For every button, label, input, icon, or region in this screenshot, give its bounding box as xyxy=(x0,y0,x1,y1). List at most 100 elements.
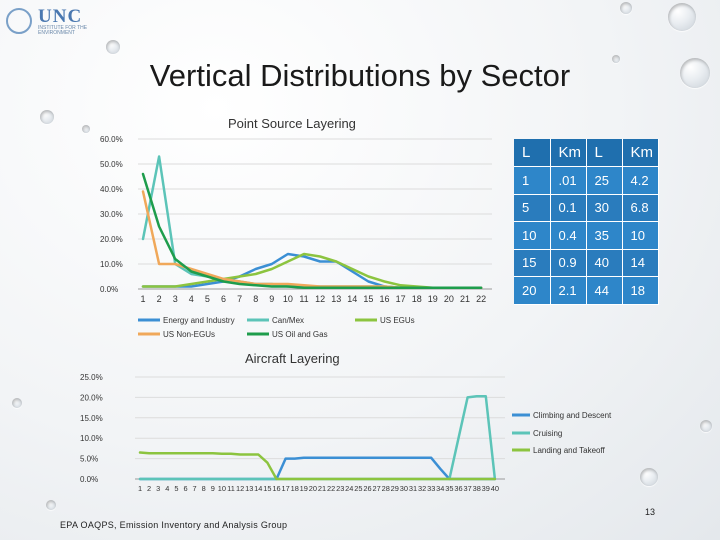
x-tick-label: 29 xyxy=(391,484,399,493)
y-tick-label: 0.0% xyxy=(80,475,98,484)
x-tick-label: 18 xyxy=(291,484,299,493)
x-tick-label: 22 xyxy=(476,294,486,304)
chart2-title: Aircraft Layering xyxy=(245,351,340,366)
table-row: 5 0.1 30 6.8 xyxy=(514,194,659,222)
table-row: 15 0.9 40 14 xyxy=(514,249,659,277)
y-tick-label: 30.0% xyxy=(100,210,123,219)
x-tick-label: 12 xyxy=(236,484,244,493)
decorative-droplet xyxy=(620,2,632,14)
x-tick-label: 21 xyxy=(460,294,470,304)
x-tick-label: 8 xyxy=(202,484,206,493)
table-cell: 40 xyxy=(586,249,623,277)
legend-label: Can/Mex xyxy=(272,316,304,325)
x-tick-label: 12 xyxy=(315,294,325,304)
decorative-droplet xyxy=(82,125,90,133)
x-tick-label: 32 xyxy=(418,484,426,493)
y-tick-label: 10.0% xyxy=(80,434,103,443)
footer-text: EPA OAQPS, Emission Inventory and Analys… xyxy=(60,520,288,530)
decorative-droplet xyxy=(106,40,120,54)
x-tick-label: 11 xyxy=(299,294,308,304)
table-cell: 18 xyxy=(622,276,659,305)
x-tick-label: 13 xyxy=(245,484,253,493)
page-number: 13 xyxy=(645,507,656,517)
decorative-droplet xyxy=(12,398,22,408)
x-tick-label: 22 xyxy=(327,484,335,493)
x-tick-label: 7 xyxy=(193,484,197,493)
x-tick-label: 16 xyxy=(379,294,389,304)
x-tick-label: 35 xyxy=(445,484,453,493)
decorative-droplet xyxy=(680,58,710,88)
x-tick-label: 25 xyxy=(354,484,362,493)
table-header-row: L Km L Km xyxy=(514,139,659,167)
legend-label: US EGUs xyxy=(380,316,415,325)
unc-logo: UNC INSTITUTE FOR THE ENVIRONMENT xyxy=(6,6,106,36)
x-tick-label: 36 xyxy=(454,484,462,493)
series-line-climbing-and-descent xyxy=(138,456,497,481)
table-cell: 0.9 xyxy=(550,249,587,277)
x-tick-label: 31 xyxy=(409,484,417,493)
decorative-droplet xyxy=(668,3,696,31)
x-tick-label: 7 xyxy=(237,294,242,304)
logo-name: UNC xyxy=(38,6,83,27)
y-tick-label: 25.0% xyxy=(80,373,103,382)
y-tick-label: 0.0% xyxy=(100,285,118,294)
x-tick-label: 27 xyxy=(372,484,380,493)
y-tick-label: 20.0% xyxy=(80,393,103,402)
table-cell: 2.1 xyxy=(550,276,587,305)
x-tick-label: 23 xyxy=(336,484,344,493)
decorative-droplet xyxy=(46,500,56,510)
x-tick-label: 5 xyxy=(205,294,210,304)
x-tick-label: 19 xyxy=(428,294,438,304)
table-cell: 35 xyxy=(586,221,623,250)
x-tick-label: 13 xyxy=(331,294,341,304)
table-row: 10 0.4 35 10 xyxy=(514,221,659,250)
table-cell: .01 xyxy=(550,166,587,195)
x-tick-label: 33 xyxy=(427,484,435,493)
table-cell: 0.4 xyxy=(550,221,587,250)
layer-height-table: L Km L Km 1 .01 25 4.2 5 0.1 30 6.8 10 0… xyxy=(514,139,659,305)
series-line-us-oil-and-gas xyxy=(141,172,483,290)
x-tick-label: 6 xyxy=(183,484,187,493)
x-tick-label: 21 xyxy=(318,484,326,493)
x-tick-label: 2 xyxy=(147,484,151,493)
legend-label: Landing and Takeoff xyxy=(533,446,606,455)
table-cell: 44 xyxy=(586,276,623,305)
decorative-droplet xyxy=(40,110,54,124)
table-cell: 5 xyxy=(514,194,551,222)
legend-label: US Oil and Gas xyxy=(272,330,328,339)
table-cell: 14 xyxy=(622,249,659,277)
series-line-landing-and-takeoff xyxy=(138,451,497,481)
logo-subtitle: INSTITUTE FOR THE ENVIRONMENT xyxy=(38,25,88,36)
legend-label: Climbing and Descent xyxy=(533,411,612,420)
table-cell: 25 xyxy=(586,166,623,195)
table-cell: 20 xyxy=(514,276,551,305)
table-cell: 6.8 xyxy=(622,194,659,222)
table-header-cell: L xyxy=(586,139,623,167)
table-cell: 10 xyxy=(622,221,659,250)
x-tick-label: 19 xyxy=(300,484,308,493)
x-tick-label: 10 xyxy=(283,294,293,304)
y-tick-label: 10.0% xyxy=(100,260,123,269)
decorative-droplet xyxy=(612,55,620,63)
x-tick-label: 20 xyxy=(444,294,454,304)
x-tick-label: 3 xyxy=(156,484,160,493)
x-tick-label: 9 xyxy=(211,484,215,493)
decorative-droplet xyxy=(700,420,712,432)
x-tick-label: 15 xyxy=(263,484,271,493)
table-header-cell: L xyxy=(514,139,551,167)
table-cell: 30 xyxy=(586,194,623,222)
x-tick-label: 1 xyxy=(140,294,145,304)
x-tick-label: 18 xyxy=(412,294,422,304)
legend-label: Energy and Industry xyxy=(163,316,235,325)
x-tick-label: 11 xyxy=(227,484,235,493)
table-cell: 1 xyxy=(514,166,551,195)
y-tick-label: 20.0% xyxy=(100,235,123,244)
slide-title: Vertical Distributions by Sector xyxy=(149,58,571,93)
x-tick-label: 14 xyxy=(347,294,357,304)
table-header-cell: Km xyxy=(550,139,587,167)
y-tick-label: 5.0% xyxy=(80,455,98,464)
table-header-cell: Km xyxy=(622,139,659,167)
y-tick-label: 60.0% xyxy=(100,135,123,144)
